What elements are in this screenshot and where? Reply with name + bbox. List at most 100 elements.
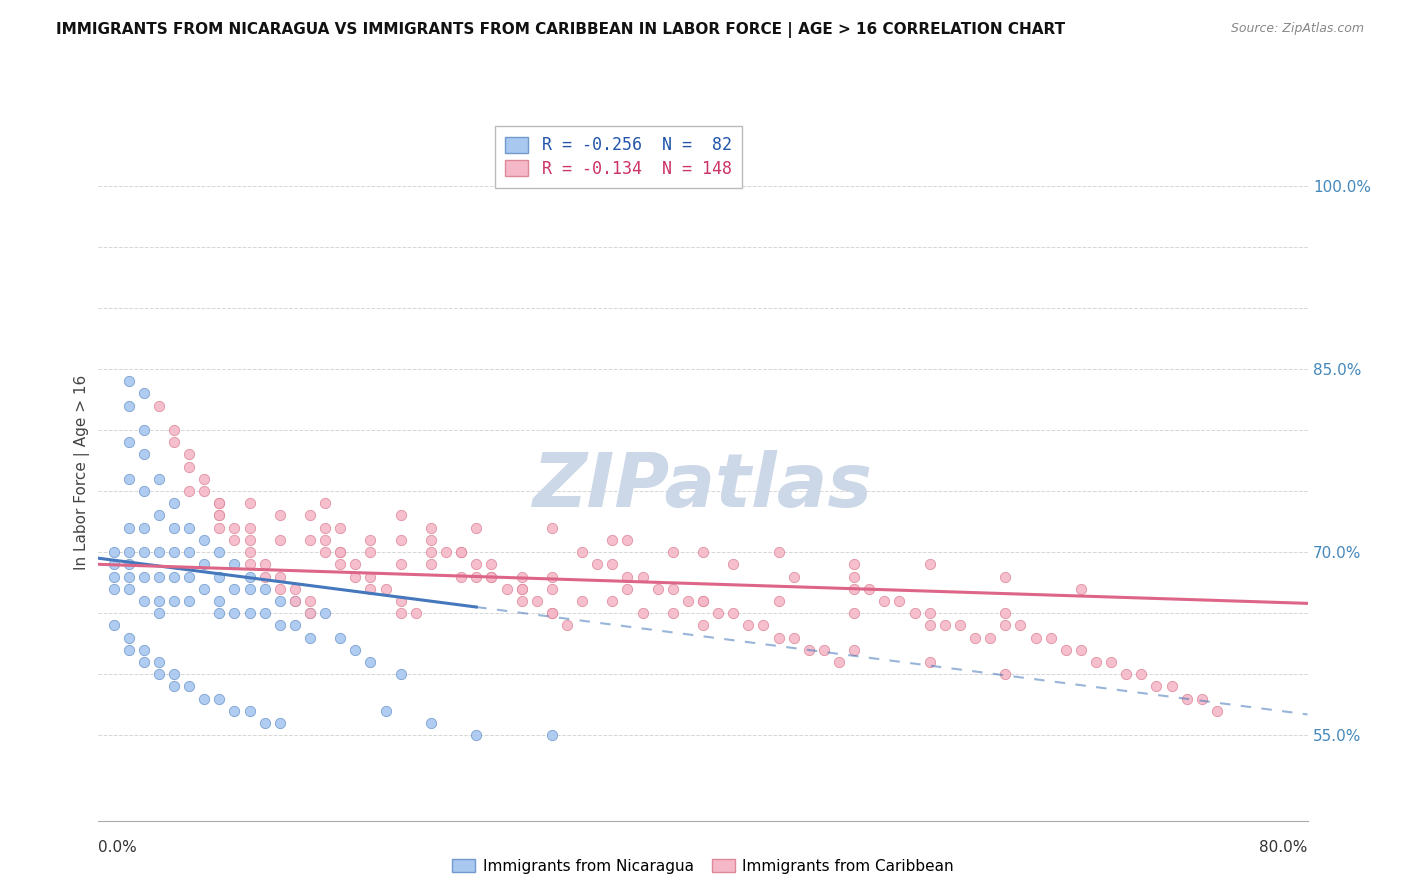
Point bbox=[434, 545, 457, 559]
Point bbox=[208, 691, 231, 706]
Point bbox=[858, 582, 880, 596]
Point bbox=[193, 533, 215, 547]
Point bbox=[1160, 679, 1182, 693]
Text: 80.0%: 80.0% bbox=[1260, 840, 1308, 855]
Point bbox=[797, 642, 820, 657]
Point bbox=[918, 618, 941, 632]
Point bbox=[163, 679, 186, 693]
Point bbox=[616, 569, 638, 583]
Point bbox=[873, 594, 896, 608]
Point bbox=[148, 508, 170, 523]
Point bbox=[540, 582, 562, 596]
Point bbox=[269, 508, 291, 523]
Point bbox=[602, 594, 624, 608]
Point bbox=[224, 521, 246, 535]
Point bbox=[208, 496, 231, 510]
Point bbox=[118, 642, 141, 657]
Point bbox=[465, 521, 488, 535]
Point bbox=[631, 606, 654, 620]
Point bbox=[269, 716, 291, 731]
Point bbox=[179, 459, 201, 474]
Point bbox=[540, 521, 562, 535]
Point bbox=[540, 606, 562, 620]
Point bbox=[269, 569, 291, 583]
Point bbox=[163, 521, 186, 535]
Point bbox=[1054, 642, 1077, 657]
Point bbox=[224, 704, 246, 718]
Point bbox=[752, 618, 775, 632]
Point bbox=[253, 606, 276, 620]
Point bbox=[163, 435, 186, 450]
Point bbox=[299, 606, 322, 620]
Point bbox=[239, 704, 262, 718]
Point bbox=[132, 447, 155, 461]
Point bbox=[148, 655, 170, 669]
Point bbox=[329, 558, 352, 572]
Point bbox=[1070, 642, 1092, 657]
Point bbox=[148, 606, 170, 620]
Point bbox=[314, 606, 336, 620]
Point bbox=[118, 558, 141, 572]
Point bbox=[1085, 655, 1108, 669]
Point bbox=[692, 594, 714, 608]
Point bbox=[844, 558, 866, 572]
Point bbox=[555, 618, 578, 632]
Point bbox=[374, 582, 396, 596]
Point bbox=[299, 508, 322, 523]
Point bbox=[269, 618, 291, 632]
Point bbox=[299, 594, 322, 608]
Point bbox=[389, 606, 412, 620]
Point bbox=[208, 521, 231, 535]
Point bbox=[239, 569, 262, 583]
Point bbox=[360, 655, 382, 669]
Point bbox=[329, 521, 352, 535]
Point bbox=[1144, 679, 1167, 693]
Point bbox=[132, 423, 155, 437]
Point bbox=[692, 594, 714, 608]
Point bbox=[420, 716, 443, 731]
Point bbox=[360, 545, 382, 559]
Point bbox=[526, 594, 548, 608]
Text: ZIPatlas: ZIPatlas bbox=[533, 450, 873, 524]
Point bbox=[179, 569, 201, 583]
Point bbox=[723, 558, 745, 572]
Point bbox=[1175, 691, 1198, 706]
Point bbox=[768, 631, 790, 645]
Point bbox=[616, 582, 638, 596]
Point bbox=[239, 558, 262, 572]
Point bbox=[179, 447, 201, 461]
Point bbox=[239, 521, 262, 535]
Point bbox=[103, 558, 125, 572]
Point bbox=[389, 667, 412, 681]
Point bbox=[163, 594, 186, 608]
Point bbox=[224, 582, 246, 596]
Point bbox=[707, 606, 730, 620]
Point bbox=[450, 569, 472, 583]
Point bbox=[420, 545, 443, 559]
Point bbox=[179, 679, 201, 693]
Point bbox=[1010, 618, 1032, 632]
Point bbox=[253, 558, 276, 572]
Legend: R = -0.256  N =  82, R = -0.134  N = 148: R = -0.256 N = 82, R = -0.134 N = 148 bbox=[495, 127, 742, 188]
Point bbox=[163, 667, 186, 681]
Point bbox=[284, 582, 307, 596]
Point bbox=[253, 582, 276, 596]
Point bbox=[193, 691, 215, 706]
Point bbox=[692, 618, 714, 632]
Point bbox=[193, 484, 215, 499]
Point bbox=[420, 533, 443, 547]
Point bbox=[314, 533, 336, 547]
Point bbox=[239, 496, 262, 510]
Point bbox=[148, 472, 170, 486]
Point bbox=[510, 569, 533, 583]
Point bbox=[631, 569, 654, 583]
Point bbox=[239, 582, 262, 596]
Point bbox=[193, 582, 215, 596]
Point bbox=[540, 606, 562, 620]
Point bbox=[1024, 631, 1046, 645]
Point bbox=[586, 558, 609, 572]
Point bbox=[844, 569, 866, 583]
Point bbox=[647, 582, 669, 596]
Point bbox=[239, 545, 262, 559]
Point bbox=[208, 496, 231, 510]
